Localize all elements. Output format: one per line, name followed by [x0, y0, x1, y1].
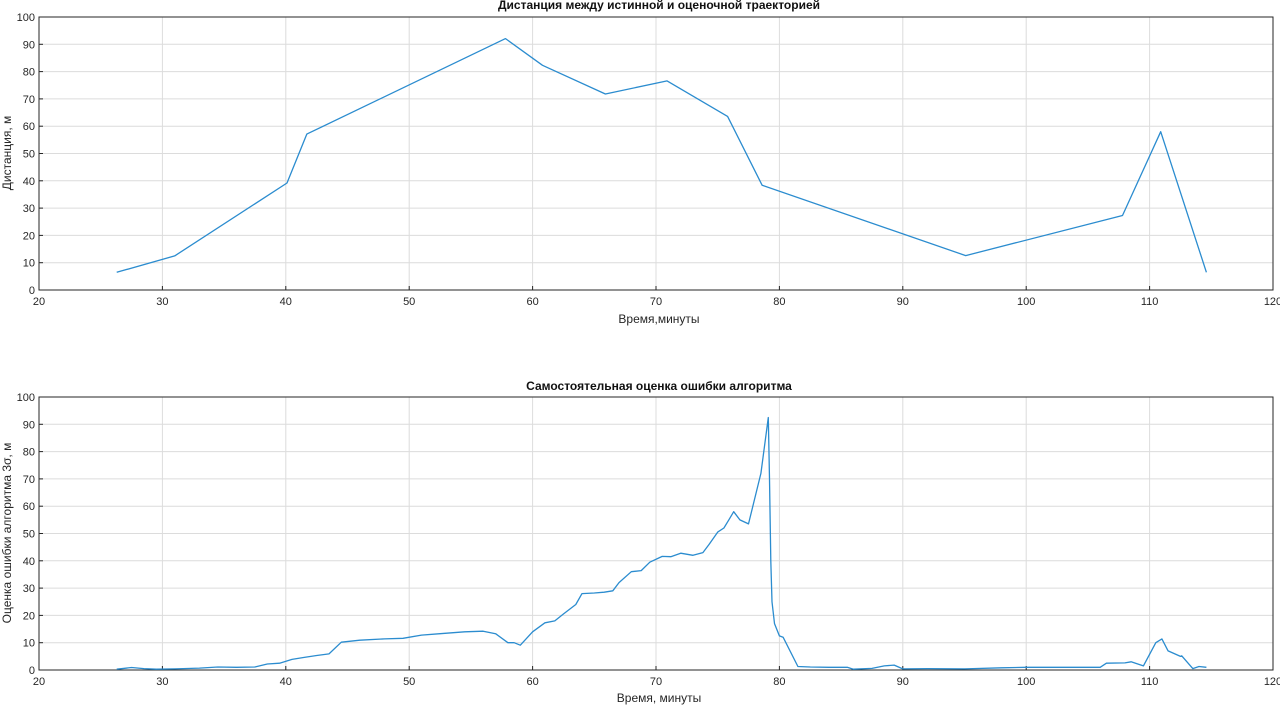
x-tick-label: 40 — [280, 296, 292, 308]
y-tick-label: 0 — [29, 285, 35, 297]
y-tick-label: 100 — [17, 392, 35, 404]
grid — [38, 396, 1274, 671]
x-tick-label: 80 — [773, 676, 785, 688]
x-tick-label: 120 — [1264, 676, 1280, 688]
x-tick-label: 50 — [403, 296, 415, 308]
y-tick-label: 90 — [23, 39, 35, 51]
x-tick-label: 20 — [33, 676, 45, 688]
y-tick-label: 40 — [23, 176, 35, 188]
x-tick-label: 20 — [33, 296, 45, 308]
series-line — [116, 37, 1208, 273]
x-tick-label: 40 — [280, 676, 292, 688]
x-tick-label: 110 — [1141, 676, 1159, 688]
y-tick-label: 80 — [23, 67, 35, 79]
y-tick-label: 30 — [23, 203, 35, 215]
y-tick-label: 70 — [23, 474, 35, 486]
chart-distance: Дистанция между истинной и оценочной тра… — [0, 0, 1280, 326]
x-tick-label: 80 — [773, 296, 785, 308]
y-tick-label: 70 — [23, 94, 35, 106]
y-tick-label: 0 — [29, 665, 35, 677]
y-tick-label: 10 — [23, 638, 35, 650]
x-tick-label: 90 — [897, 296, 909, 308]
x-tick-label: 70 — [650, 296, 662, 308]
y-tick-label: 60 — [23, 121, 35, 133]
y-tick-label: 90 — [23, 419, 35, 431]
y-tick-label: 30 — [23, 583, 35, 595]
x-axis-label: Время, минуты — [617, 691, 701, 705]
y-tick-label: 100 — [17, 12, 35, 24]
y-tick-label: 20 — [23, 230, 35, 242]
x-tick-label: 110 — [1141, 296, 1159, 308]
chart-title: Самостоятельная оценка ошибки алгоритма — [526, 379, 792, 393]
y-tick-label: 50 — [23, 149, 35, 161]
x-tick-label: 30 — [156, 296, 168, 308]
x-axis-label: Время,минуты — [618, 312, 699, 326]
x-tick-label: 70 — [650, 676, 662, 688]
x-tick-label: 30 — [156, 676, 168, 688]
chart-title: Дистанция между истинной и оценочной тра… — [498, 0, 820, 12]
y-tick-label: 40 — [23, 556, 35, 568]
y-tick-label: 50 — [23, 529, 35, 541]
x-tick-label: 100 — [1017, 296, 1035, 308]
y-tick-label: 80 — [23, 447, 35, 459]
series-line — [116, 416, 1207, 670]
grid — [38, 16, 1274, 291]
x-tick-label: 60 — [526, 676, 538, 688]
x-tick-label: 90 — [897, 676, 909, 688]
x-tick-label: 60 — [526, 296, 538, 308]
y-axis-label: Дистанция, м — [0, 116, 14, 190]
y-axis-label: Оценка ошибки алгоритма 3σ, м — [0, 443, 14, 624]
y-tick-label: 60 — [23, 501, 35, 513]
y-tick-label: 20 — [23, 610, 35, 622]
x-tick-label: 100 — [1017, 676, 1035, 688]
x-tick-label: 50 — [403, 676, 415, 688]
y-tick-label: 10 — [23, 258, 35, 270]
x-tick-label: 120 — [1264, 296, 1280, 308]
chart-error-estimate: Самостоятельная оценка ошибки алгоритма … — [0, 379, 1280, 705]
